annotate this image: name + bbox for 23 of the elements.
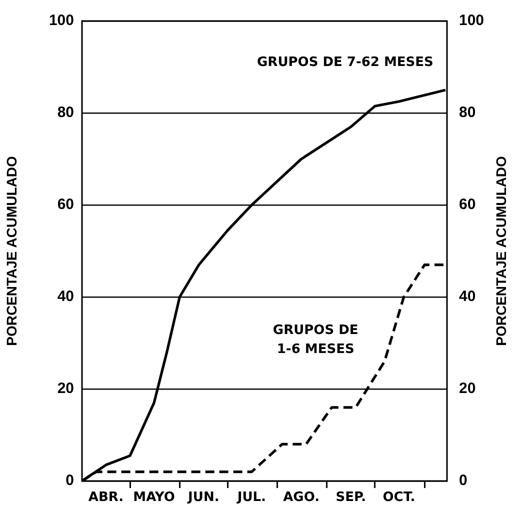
series-label: GRUPOS DE 7-62 MESES (257, 55, 434, 70)
y2-tick-label: 0 (459, 472, 468, 490)
y2-axis-title: PORCENTAJE ACUMULADO (492, 156, 509, 346)
x-tick-label: SEP. (336, 490, 366, 506)
y2-tick-label: 60 (459, 196, 476, 214)
y-tick-label: 40 (57, 288, 74, 306)
y2-tick-label: 40 (459, 288, 476, 306)
x-tick-label: OCT. (382, 490, 416, 506)
y-tick-label: 60 (57, 196, 74, 214)
x-tick-label: MAYO (133, 490, 175, 506)
x-tick-label: JUL. (236, 490, 266, 506)
x-tick-label: JUN. (187, 490, 220, 506)
y-tick-label: 0 (66, 472, 74, 490)
y2-tick-label: 100 (459, 12, 484, 30)
y2-tick-label: 80 (459, 104, 476, 122)
y2-tick-label: 20 (459, 380, 476, 398)
y-tick-label: 20 (57, 380, 74, 398)
x-tick-label: AGO. (283, 490, 320, 506)
y-tick-label: 80 (57, 104, 74, 122)
y-axis-title: PORCENTAJE ACUMULADO (3, 156, 20, 346)
series-label: GRUPOS DE 1-6 MESES (272, 322, 358, 357)
x-tick-label: ABR. (88, 490, 124, 506)
y-tick-label: 100 (48, 12, 74, 30)
